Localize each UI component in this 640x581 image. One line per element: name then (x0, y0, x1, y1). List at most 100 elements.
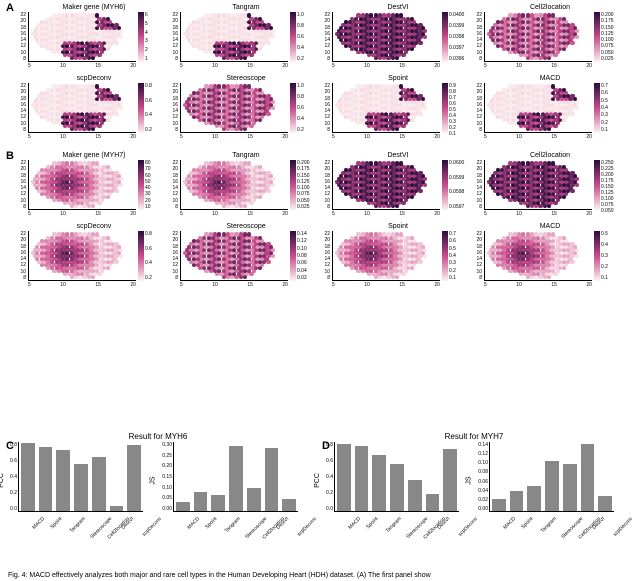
heatmap-title: Stereoscope (170, 223, 322, 230)
colorbar: 0.04000.03990.03980.03970.0396 (442, 12, 448, 62)
x-axis: 5101520 (180, 281, 288, 288)
heatmap-macd: MACD2220181614121080.50.40.30.20.1510152… (474, 223, 626, 288)
section-b: Maker gene (MYH7)22201816141210880706050… (18, 152, 626, 294)
bar (74, 464, 88, 511)
bar-plot (18, 442, 143, 512)
bar (56, 450, 70, 511)
heatmap-title: MACD (474, 75, 626, 82)
colorbar: 0.50.40.30.20.1 (594, 231, 600, 281)
bar-plot (489, 442, 614, 512)
heatmap-plot (180, 231, 288, 281)
y-axis: 222018161412108 (18, 83, 28, 133)
bar (581, 444, 595, 512)
bar (492, 499, 506, 512)
bar (127, 445, 141, 511)
y-axis: 222018161412108 (474, 83, 484, 133)
x-tick-label: scpDeconv (457, 516, 479, 538)
bar (408, 480, 422, 511)
heatmap-plot (28, 231, 136, 281)
x-tick-label: MACD (31, 516, 46, 531)
heatmap-maker-gene-myh6-: Maker gene (MYH6)22201816141210865432151… (18, 4, 170, 69)
heatmap-plot (332, 12, 440, 62)
x-tick-label: Tangram (384, 516, 402, 534)
heatmap-title: MACD (474, 223, 626, 230)
bar (337, 444, 351, 511)
y-axis: 222018161412108 (474, 160, 484, 210)
bar (21, 443, 35, 511)
y-axis: 0.80.60.40.20.0 (3, 442, 17, 512)
colorbar: 0.2000.1750.1500.1250.1000.0750.0500.025 (290, 160, 296, 210)
x-tick-label: scpDeconv (141, 516, 163, 538)
panel-label-a: A (6, 2, 14, 14)
heatmap-plot (332, 160, 440, 210)
bar (527, 486, 541, 511)
panel-label-b: B (6, 150, 14, 162)
y-axis-label: JS (150, 476, 157, 484)
bar (247, 488, 261, 511)
bar (372, 455, 386, 511)
bar (229, 446, 243, 511)
heatmap-title: Cell2location (474, 152, 626, 159)
x-axis: MACDSpointTangramStereoscopeCell2locatio… (334, 512, 459, 552)
heatmap-plot (28, 160, 136, 210)
x-axis: 5101520 (28, 133, 136, 140)
x-axis: MACDSpointTangramStereoscopeCell2locatio… (173, 512, 298, 552)
y-axis: 222018161412108 (170, 160, 180, 210)
x-tick-label: Spoint (49, 516, 63, 530)
section-d: Result for MYH7PCC0.80.60.40.20.0MACDSpo… (334, 442, 614, 552)
y-axis: 222018161412108 (474, 231, 484, 281)
heatmap-plot (180, 12, 288, 62)
bar (545, 461, 559, 511)
x-axis: MACDSpointTangramStereoscopeCell2locatio… (489, 512, 614, 552)
heatmap-title: scpDeconv (18, 223, 170, 230)
y-axis: 222018161412108 (322, 160, 332, 210)
x-axis: 5101520 (332, 281, 440, 288)
colorbar: 0.70.60.50.40.30.20.1 (442, 231, 448, 281)
heatmap-plot (28, 12, 136, 62)
x-axis: 5101520 (28, 62, 136, 69)
bar-chart-js: JS0.300.250.200.150.100.050.00MACDSpoint… (173, 442, 298, 552)
x-tick-label: MACD (502, 516, 517, 531)
y-axis: 222018161412108 (322, 12, 332, 62)
heatmap-destvi: DestVI2220181614121080.06000.05990.05980… (322, 152, 474, 217)
heatmap-cell2location: Cell2location2220181614121080.2000.1750.… (474, 4, 626, 69)
bar (355, 446, 369, 511)
x-tick-label: Spoint (365, 516, 379, 530)
x-tick-label: scpDeconv (612, 516, 634, 538)
y-axis: 222018161412108 (170, 231, 180, 281)
heatmap-plot (484, 231, 592, 281)
bar-chart-js: JS0.140.120.100.080.060.040.020.00MACDSp… (489, 442, 614, 552)
figure-4: A B C D Maker gene (MYH6)222018161412108… (0, 0, 640, 581)
colorbar: 0.80.60.40.2 (138, 83, 144, 133)
colorbar: 0.80.60.40.2 (138, 231, 144, 281)
y-axis: 222018161412108 (170, 12, 180, 62)
bar (282, 499, 296, 511)
heatmap-spoint: Spoint2220181614121080.70.60.50.40.30.20… (322, 223, 474, 288)
bar-plot (334, 442, 459, 512)
heatmap-title: Maker gene (MYH7) (18, 152, 170, 159)
heatmap-tangram: Tangram2220181614121081.00.80.60.40.2510… (170, 4, 322, 69)
x-axis: 5101520 (28, 281, 136, 288)
heatmap-plot (180, 160, 288, 210)
bar (598, 496, 612, 511)
heatmap-scpdeconv: scpDeconv222018161412108 0.80.60.40.25101… (18, 75, 170, 140)
y-axis: 222018161412108 (18, 12, 28, 62)
heatmap-cell2location: Cell2location2220181614121080.2500.2250.… (474, 152, 626, 217)
colorbar: 0.2000.1750.1500.1250.1000.0750.0500.025 (594, 12, 600, 62)
heatmap-title: scpDeconv (18, 75, 170, 82)
heatmap-plot (180, 83, 288, 133)
x-axis: MACDSpointTangramStereoscopeCell2locatio… (18, 512, 143, 552)
heatmap-scpdeconv: scpDeconv2220181614121080.80.60.40.25101… (18, 223, 170, 288)
bar (563, 464, 577, 512)
heatmap-plot (484, 160, 592, 210)
bar (194, 492, 208, 511)
y-axis: 0.80.60.40.20.0 (319, 442, 333, 512)
heatmap-title: DestVI (322, 152, 474, 159)
heatmap-title: DestVI (322, 4, 474, 11)
x-tick-label: Tangram (68, 516, 86, 534)
x-axis: 5101520 (180, 133, 288, 140)
heatmap-title: Stereoscope (170, 75, 322, 82)
x-tick-label: Tangram (223, 516, 241, 534)
heatmap-tangram: Tangram2220181614121080.2000.1750.1500.1… (170, 152, 322, 217)
x-tick-label: MACD (186, 516, 201, 531)
